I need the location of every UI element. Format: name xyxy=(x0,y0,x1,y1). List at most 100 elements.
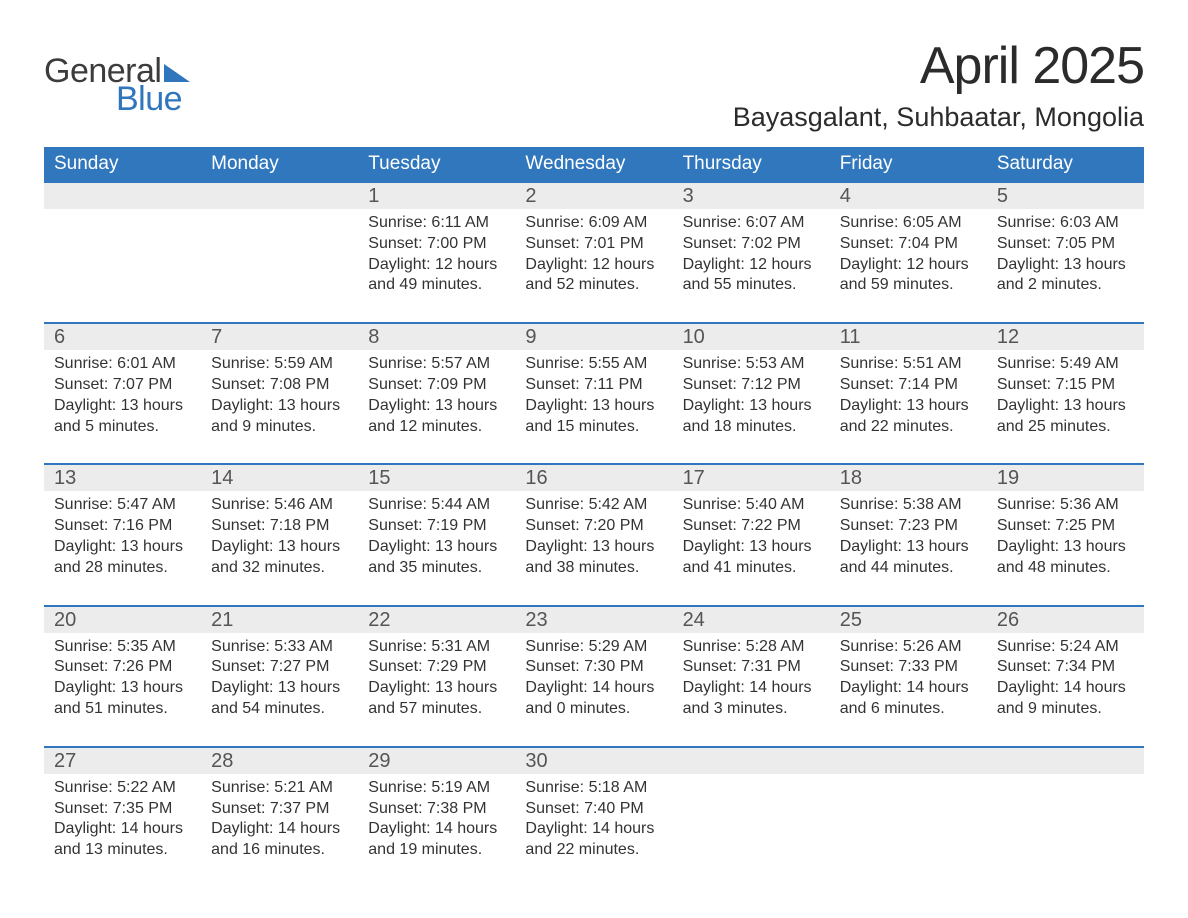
day-cell-data: Sunrise: 5:24 AMSunset: 7:34 PMDaylight:… xyxy=(987,633,1144,747)
sunset-text: Sunset: 7:27 PM xyxy=(211,657,348,678)
calendar-head: SundayMondayTuesdayWednesdayThursdayFrid… xyxy=(44,147,1144,182)
day-cell-data: Sunrise: 5:38 AMSunset: 7:23 PMDaylight:… xyxy=(830,491,987,605)
day-header: Saturday xyxy=(987,147,1144,182)
day-cell-number: 4 xyxy=(830,182,987,209)
day-cell-data: Sunrise: 5:31 AMSunset: 7:29 PMDaylight:… xyxy=(358,633,515,747)
daylight-line2: and 15 minutes. xyxy=(525,417,662,438)
day-cell-data: Sunrise: 5:44 AMSunset: 7:19 PMDaylight:… xyxy=(358,491,515,605)
daylight-line1: Daylight: 13 hours xyxy=(368,678,505,699)
empty-day-number xyxy=(987,747,1144,774)
day-data: Sunrise: 6:03 AMSunset: 7:05 PMDaylight:… xyxy=(987,209,1144,322)
day-number: 13 xyxy=(44,465,201,491)
day-data: Sunrise: 5:44 AMSunset: 7:19 PMDaylight:… xyxy=(358,491,515,604)
day-cell-number: 17 xyxy=(673,464,830,491)
day-cell-number: 6 xyxy=(44,323,201,350)
title-block: April 2025 Bayasgalant, Suhbaatar, Mongo… xyxy=(733,36,1144,133)
day-cell-data: Sunrise: 5:55 AMSunset: 7:11 PMDaylight:… xyxy=(515,350,672,464)
daylight-line1: Daylight: 12 hours xyxy=(368,255,505,276)
day-cell-data: Sunrise: 5:21 AMSunset: 7:37 PMDaylight:… xyxy=(201,774,358,887)
daylight-line2: and 57 minutes. xyxy=(368,699,505,720)
daylight-line1: Daylight: 13 hours xyxy=(54,678,191,699)
day-data: Sunrise: 5:26 AMSunset: 7:33 PMDaylight:… xyxy=(830,633,987,746)
sunrise-text: Sunrise: 5:44 AM xyxy=(368,495,505,516)
empty-day-number xyxy=(201,182,358,209)
day-data: Sunrise: 5:57 AMSunset: 7:09 PMDaylight:… xyxy=(358,350,515,463)
sunset-text: Sunset: 7:40 PM xyxy=(525,799,662,820)
empty-day-data xyxy=(987,780,1144,880)
location-text: Bayasgalant, Suhbaatar, Mongolia xyxy=(733,102,1144,133)
sunrise-text: Sunrise: 5:57 AM xyxy=(368,354,505,375)
day-header: Friday xyxy=(830,147,987,182)
day-cell-data: Sunrise: 5:57 AMSunset: 7:09 PMDaylight:… xyxy=(358,350,515,464)
day-cell-number: 9 xyxy=(515,323,672,350)
day-data: Sunrise: 5:51 AMSunset: 7:14 PMDaylight:… xyxy=(830,350,987,463)
logo: General Blue xyxy=(44,54,190,116)
day-data: Sunrise: 5:19 AMSunset: 7:38 PMDaylight:… xyxy=(358,774,515,887)
day-data: Sunrise: 5:21 AMSunset: 7:37 PMDaylight:… xyxy=(201,774,358,887)
week-number-row: 13141516171819 xyxy=(44,464,1144,491)
day-number: 3 xyxy=(673,183,830,209)
empty-day-cell xyxy=(44,209,201,323)
sunrise-text: Sunrise: 5:35 AM xyxy=(54,637,191,658)
day-data: Sunrise: 5:47 AMSunset: 7:16 PMDaylight:… xyxy=(44,491,201,604)
day-number: 20 xyxy=(44,607,201,633)
day-data: Sunrise: 5:33 AMSunset: 7:27 PMDaylight:… xyxy=(201,633,358,746)
day-cell-data: Sunrise: 5:28 AMSunset: 7:31 PMDaylight:… xyxy=(673,633,830,747)
day-cell-number: 21 xyxy=(201,606,358,633)
daylight-line1: Daylight: 14 hours xyxy=(54,819,191,840)
day-data: Sunrise: 5:55 AMSunset: 7:11 PMDaylight:… xyxy=(515,350,672,463)
daylight-line2: and 35 minutes. xyxy=(368,558,505,579)
daylight-line1: Daylight: 13 hours xyxy=(997,255,1134,276)
day-cell-number: 16 xyxy=(515,464,672,491)
calendar-body: 12345Sunrise: 6:11 AMSunset: 7:00 PMDayl… xyxy=(44,182,1144,887)
day-number: 26 xyxy=(987,607,1144,633)
daylight-line2: and 12 minutes. xyxy=(368,417,505,438)
sunset-text: Sunset: 7:25 PM xyxy=(997,516,1134,537)
page-header: General Blue April 2025 Bayasgalant, Suh… xyxy=(44,36,1144,133)
sunrise-text: Sunrise: 5:24 AM xyxy=(997,637,1134,658)
day-cell-number: 30 xyxy=(515,747,672,774)
day-cell-number: 29 xyxy=(358,747,515,774)
week-data-row: Sunrise: 6:01 AMSunset: 7:07 PMDaylight:… xyxy=(44,350,1144,464)
day-cell-number: 27 xyxy=(44,747,201,774)
daylight-line1: Daylight: 13 hours xyxy=(211,537,348,558)
sunset-text: Sunset: 7:33 PM xyxy=(840,657,977,678)
sunset-text: Sunset: 7:19 PM xyxy=(368,516,505,537)
day-cell-data: Sunrise: 5:51 AMSunset: 7:14 PMDaylight:… xyxy=(830,350,987,464)
day-header: Thursday xyxy=(673,147,830,182)
day-data: Sunrise: 5:59 AMSunset: 7:08 PMDaylight:… xyxy=(201,350,358,463)
sunset-text: Sunset: 7:00 PM xyxy=(368,234,505,255)
day-cell-data: Sunrise: 5:19 AMSunset: 7:38 PMDaylight:… xyxy=(358,774,515,887)
day-data: Sunrise: 5:31 AMSunset: 7:29 PMDaylight:… xyxy=(358,633,515,746)
day-cell-data: Sunrise: 6:03 AMSunset: 7:05 PMDaylight:… xyxy=(987,209,1144,323)
daylight-line2: and 25 minutes. xyxy=(997,417,1134,438)
daylight-line1: Daylight: 13 hours xyxy=(211,678,348,699)
sunset-text: Sunset: 7:05 PM xyxy=(997,234,1134,255)
sunrise-text: Sunrise: 5:21 AM xyxy=(211,778,348,799)
day-number: 16 xyxy=(515,465,672,491)
day-cell-data: Sunrise: 5:33 AMSunset: 7:27 PMDaylight:… xyxy=(201,633,358,747)
day-cell-number: 7 xyxy=(201,323,358,350)
day-data: Sunrise: 5:42 AMSunset: 7:20 PMDaylight:… xyxy=(515,491,672,604)
sunset-text: Sunset: 7:23 PM xyxy=(840,516,977,537)
day-cell-data: Sunrise: 5:46 AMSunset: 7:18 PMDaylight:… xyxy=(201,491,358,605)
day-number: 10 xyxy=(673,324,830,350)
day-number: 25 xyxy=(830,607,987,633)
day-cell-data: Sunrise: 5:42 AMSunset: 7:20 PMDaylight:… xyxy=(515,491,672,605)
daylight-line1: Daylight: 13 hours xyxy=(525,396,662,417)
sunrise-text: Sunrise: 5:33 AM xyxy=(211,637,348,658)
sunrise-text: Sunrise: 5:36 AM xyxy=(997,495,1134,516)
daylight-line1: Daylight: 14 hours xyxy=(211,819,348,840)
day-number: 8 xyxy=(358,324,515,350)
sunrise-text: Sunrise: 5:49 AM xyxy=(997,354,1134,375)
day-data: Sunrise: 5:38 AMSunset: 7:23 PMDaylight:… xyxy=(830,491,987,604)
day-cell-data: Sunrise: 6:05 AMSunset: 7:04 PMDaylight:… xyxy=(830,209,987,323)
day-number: 21 xyxy=(201,607,358,633)
daylight-line1: Daylight: 14 hours xyxy=(683,678,820,699)
sunrise-text: Sunrise: 5:38 AM xyxy=(840,495,977,516)
day-number: 12 xyxy=(987,324,1144,350)
week-data-row: Sunrise: 6:11 AMSunset: 7:00 PMDaylight:… xyxy=(44,209,1144,323)
logo-word-2: Blue xyxy=(116,82,190,116)
daylight-line2: and 9 minutes. xyxy=(997,699,1134,720)
sunset-text: Sunset: 7:15 PM xyxy=(997,375,1134,396)
